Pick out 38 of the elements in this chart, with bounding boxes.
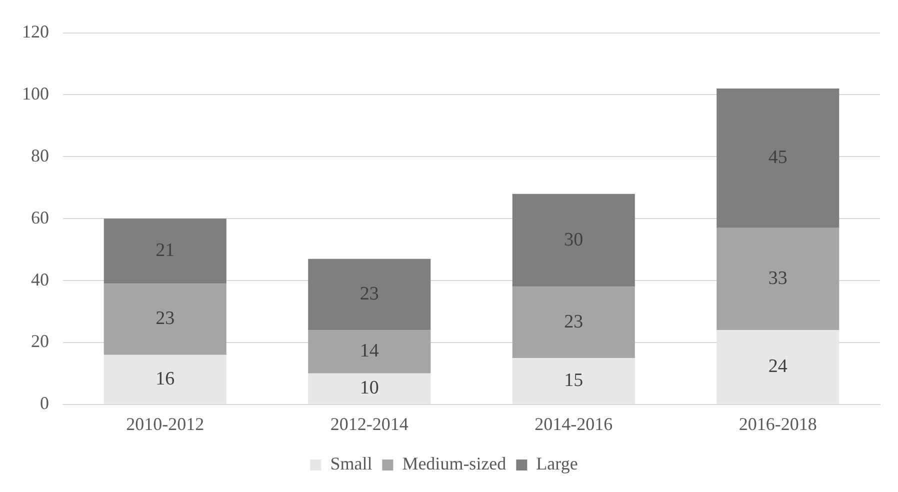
legend-label: Large bbox=[536, 454, 578, 474]
y-tick-label: 40 bbox=[31, 269, 49, 290]
data-label: 15 bbox=[564, 370, 584, 391]
y-tick-label: 80 bbox=[31, 145, 49, 166]
bar bbox=[512, 194, 635, 287]
bar bbox=[308, 373, 431, 404]
data-label: 30 bbox=[564, 229, 584, 250]
y-tick-label: 20 bbox=[31, 331, 49, 352]
bar bbox=[716, 330, 840, 404]
data-label: 10 bbox=[360, 378, 379, 399]
bar bbox=[512, 358, 635, 404]
x-tick-label: 2014-2016 bbox=[534, 414, 613, 434]
x-tick-label: 2010-2012 bbox=[126, 414, 204, 434]
data-label: 21 bbox=[156, 240, 175, 262]
data-label: 33 bbox=[768, 268, 788, 289]
data-label: 16 bbox=[156, 368, 175, 390]
bar bbox=[104, 218, 226, 284]
bar bbox=[308, 258, 431, 330]
legend-label: Medium-sized bbox=[402, 454, 506, 474]
bar bbox=[716, 88, 840, 228]
data-label: 45 bbox=[768, 147, 788, 168]
bar bbox=[104, 354, 226, 404]
data-label: 23 bbox=[156, 308, 175, 330]
y-tick-label: 60 bbox=[31, 207, 49, 228]
bar bbox=[512, 286, 635, 358]
x-tick-label: 2016-2018 bbox=[738, 414, 817, 434]
bar bbox=[716, 228, 840, 330]
y-tick-label: 100 bbox=[22, 83, 49, 104]
data-label: 24 bbox=[768, 356, 788, 377]
data-label: 23 bbox=[564, 311, 584, 332]
data-label: 14 bbox=[360, 340, 380, 362]
data-label: 23 bbox=[360, 283, 379, 304]
legend-label: Small bbox=[330, 454, 372, 474]
bar bbox=[104, 284, 226, 355]
y-tick-label: 0 bbox=[40, 393, 49, 414]
y-tick-label: 120 bbox=[22, 22, 49, 42]
x-tick-label: 2012-2014 bbox=[330, 414, 408, 434]
bar bbox=[308, 330, 431, 374]
